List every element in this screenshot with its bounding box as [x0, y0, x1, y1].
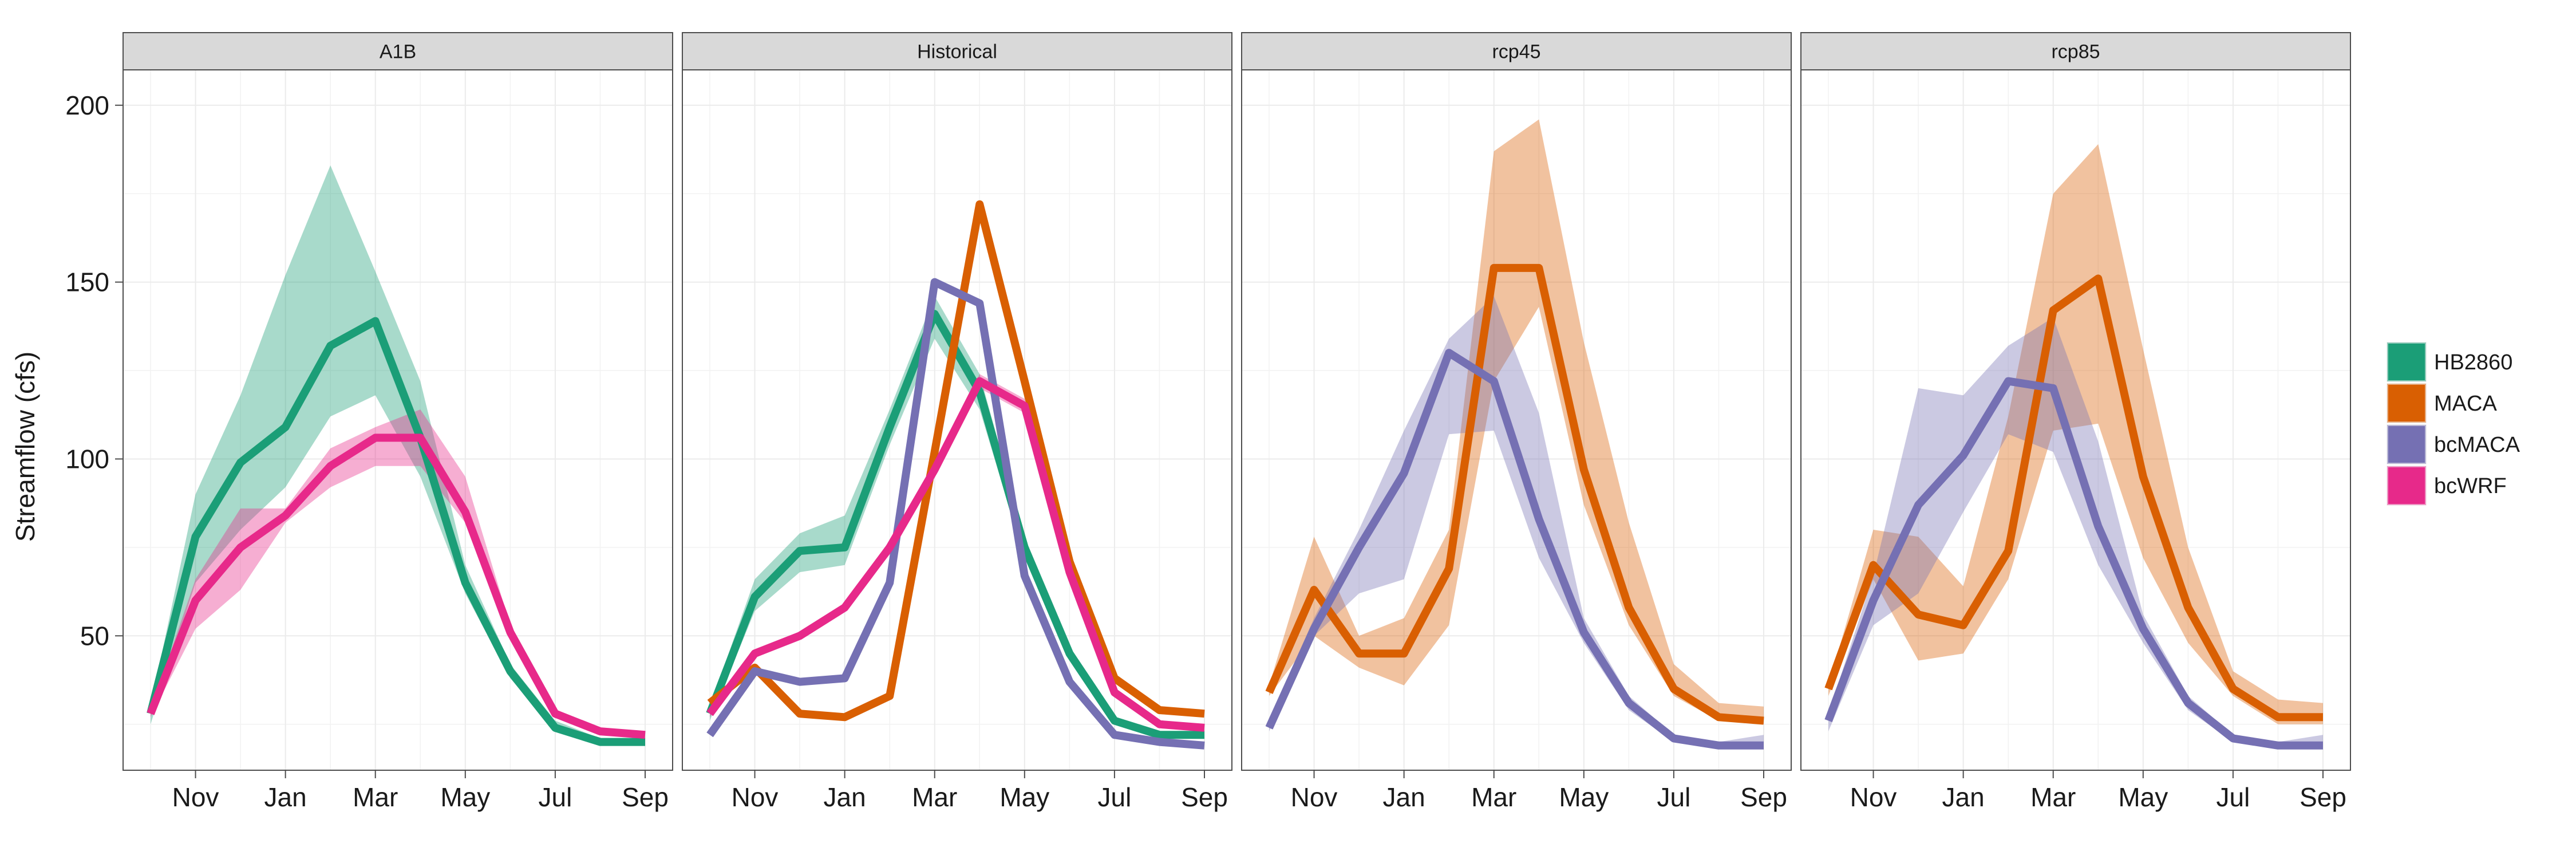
ribbon-bcmaca	[1269, 296, 1764, 749]
x-tick-label: Sep	[1181, 782, 1228, 812]
series-line-bcmaca	[1824, 377, 2323, 750]
series-line-maca	[707, 200, 1205, 722]
series-line-bcmaca	[1265, 349, 1764, 750]
legend-key-bcwrf	[2388, 467, 2425, 504]
x-tick-label: Jan	[824, 782, 866, 812]
panel-title: rcp45	[1492, 41, 1540, 63]
x-tick-label: Sep	[2300, 782, 2346, 812]
panel-rcp45: rcp45 Nov Jan Mar May Jul Sep	[1241, 32, 1792, 812]
gridlines	[1242, 70, 1791, 770]
panel-border	[682, 69, 1232, 771]
plot-area	[1801, 70, 2350, 770]
panel-border	[1800, 69, 2351, 771]
x-tick-label: Mar	[1471, 782, 1516, 812]
series-line-bcwrf	[147, 434, 646, 739]
series-line-maca	[1265, 263, 1764, 725]
ribbon-maca	[1269, 119, 1764, 724]
ribbon-bcmaca	[1828, 317, 2323, 749]
series-line-bcwrf	[706, 377, 1205, 732]
series-line-bcmaca	[706, 278, 1205, 750]
legend: HB2860 MACA bcMACA bcWRF	[2385, 341, 2520, 507]
gridlines	[1801, 70, 2350, 770]
x-tick-label: Mar	[2030, 782, 2076, 812]
x-tick-label: Nov	[1291, 782, 1338, 812]
legend-key-bcmaca	[2388, 426, 2425, 463]
ribbon-hb2860	[151, 165, 645, 742]
plot-area	[1242, 70, 1791, 770]
legend-label: MACA	[2434, 392, 2497, 416]
x-tick-label: Nov	[1850, 782, 1897, 812]
panel-strip	[1800, 32, 2351, 70]
y-tick-label: 50	[80, 621, 109, 651]
legend-label: bcWRF	[2434, 474, 2507, 498]
panel-a1b: A1B Nov Jan Mar May Jul Sep 50 100 150 200	[65, 32, 673, 812]
panel-border	[1241, 69, 1792, 771]
legend-label: HB2860	[2434, 350, 2512, 375]
x-tick-label: May	[440, 782, 490, 812]
y-axis-title: Streamflow (cfs)	[10, 352, 40, 542]
x-tick-label: Sep	[1740, 782, 1787, 812]
panel-title: A1B	[380, 41, 416, 63]
legend-key-hb2860	[2388, 344, 2425, 380]
panel-historical: Historical Nov Jan Mar May Jul Sep	[682, 32, 1232, 812]
x-tick-label: Mar	[353, 782, 398, 812]
panel-title: rcp85	[2051, 41, 2100, 63]
x-tick-label: Jul	[1657, 782, 1691, 812]
x-tick-label: Mar	[912, 782, 957, 812]
legend-label: bcMACA	[2434, 433, 2520, 457]
x-tick-label: May	[1559, 782, 1609, 812]
x-tick-label: Nov	[172, 782, 219, 812]
series-line-maca	[1824, 274, 2323, 722]
plot-area	[123, 70, 673, 770]
panel-rcp85: rcp85 Nov Jan Mar May Jul Sep	[1800, 32, 2351, 812]
panels-layer: A1B Nov Jan Mar May Jul Sep 50 100 150 200 Historic…	[65, 32, 2351, 812]
x-tick-label: May	[999, 782, 1049, 812]
gridlines	[123, 70, 673, 770]
x-tick-label: Jan	[1383, 782, 1425, 812]
panel-border	[123, 69, 673, 771]
x-tick-label: Jan	[264, 782, 307, 812]
series-line-hb2860	[706, 310, 1204, 739]
x-tick-label: Jul	[1098, 782, 1132, 812]
y-tick-label: 150	[65, 267, 109, 297]
x-tick-label: May	[2118, 782, 2168, 812]
panel-strip	[123, 32, 673, 70]
ribbon-maca	[1828, 144, 2323, 724]
y-tick-label: 200	[65, 90, 109, 120]
x-tick-label: Jan	[1942, 782, 1985, 812]
panel-strip	[682, 32, 1232, 70]
x-tick-label: Sep	[622, 782, 669, 812]
x-tick-label: Nov	[732, 782, 779, 812]
y-tick-label: 100	[65, 444, 109, 474]
panel-title: Historical	[917, 41, 997, 63]
x-tick-label: Jul	[539, 782, 572, 812]
legend-key-maca	[2388, 385, 2425, 421]
x-tick-label: Jul	[2217, 782, 2250, 812]
series-line-hb2860	[147, 317, 645, 746]
